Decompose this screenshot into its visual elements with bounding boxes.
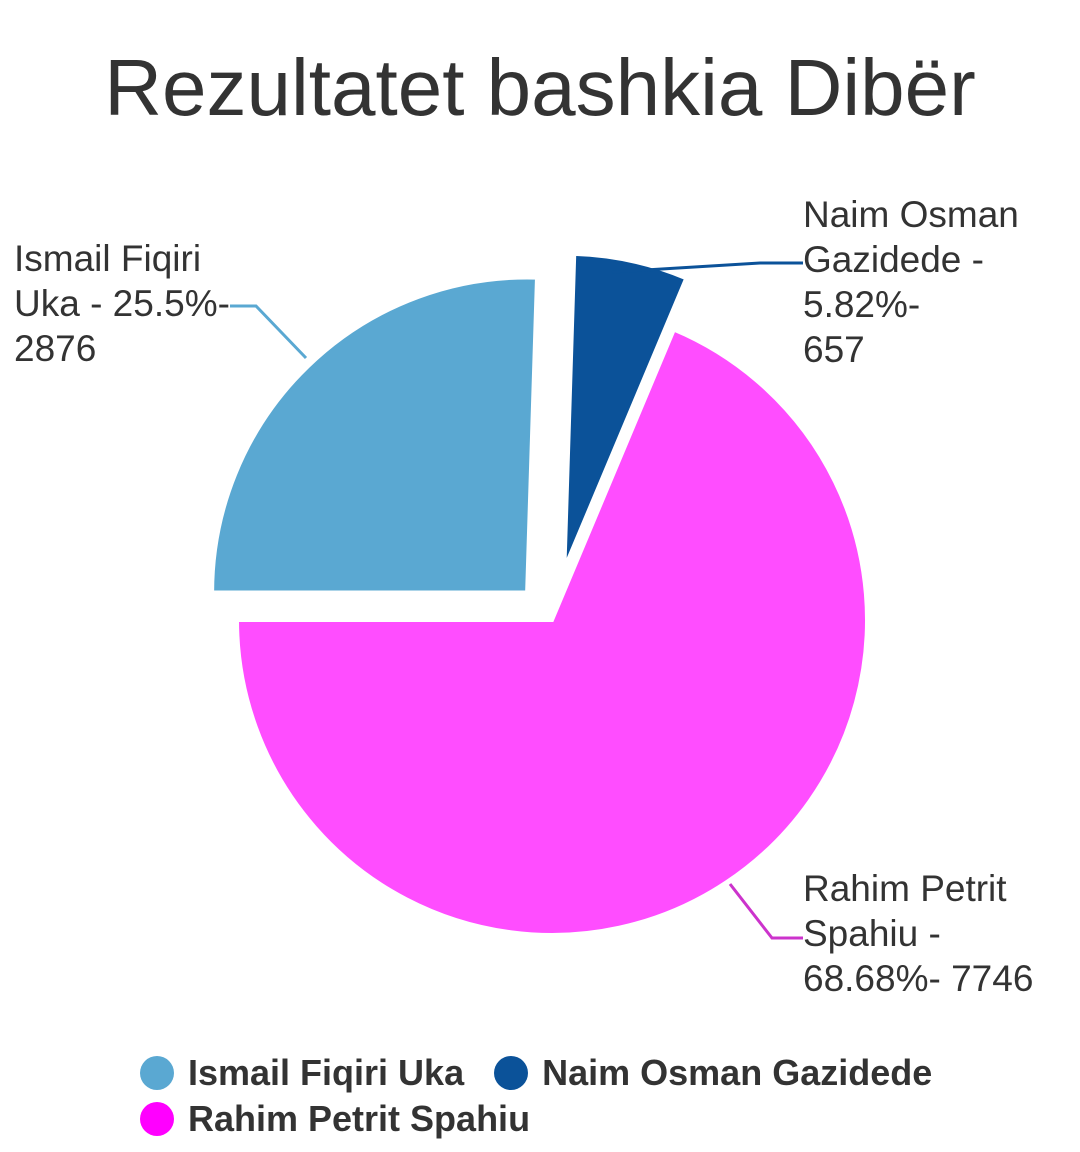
leader-lines [230, 261, 803, 940]
slice-label-naim: Naim Osman Gazidede - 5.82%- 657 [803, 194, 1019, 370]
legend: Ismail Fiqiri Uka Naim Osman Gazidede Ra… [140, 1050, 962, 1142]
legend-item-ismail[interactable]: Ismail Fiqiri Uka [140, 1052, 464, 1094]
leader-line-rahim [728, 883, 803, 940]
slice-label-rahim: Rahim Petrit Spahiu - 68.68%- 7746 [803, 868, 1034, 999]
legend-dot-ismail [140, 1056, 174, 1090]
legend-label-rahim: Rahim Petrit Spahiu [188, 1098, 531, 1139]
legend-label-ismail: Ismail Fiqiri Uka [188, 1052, 465, 1093]
leader-line-naim [611, 261, 803, 274]
legend-item-rahim[interactable]: Rahim Petrit Spahiu [140, 1098, 530, 1140]
legend-dot-rahim [140, 1102, 174, 1136]
legend-item-naim[interactable]: Naim Osman Gazidede [494, 1052, 932, 1094]
slice-label-ismail: Ismail Fiqiri Uka - 25.5%- 2876 [14, 238, 230, 369]
leader-line-ismail [230, 304, 308, 360]
pie-slice-ismail[interactable] [210, 275, 540, 595]
pie-slices [210, 251, 869, 937]
legend-dot-naim [494, 1056, 529, 1090]
chart-title: Rezultatet bashkia Dibër [104, 43, 976, 132]
pie-slice-rahim[interactable] [234, 326, 869, 937]
pie-slice-naim[interactable] [562, 251, 689, 570]
legend-label-naim: Naim Osman Gazidede [542, 1052, 933, 1093]
